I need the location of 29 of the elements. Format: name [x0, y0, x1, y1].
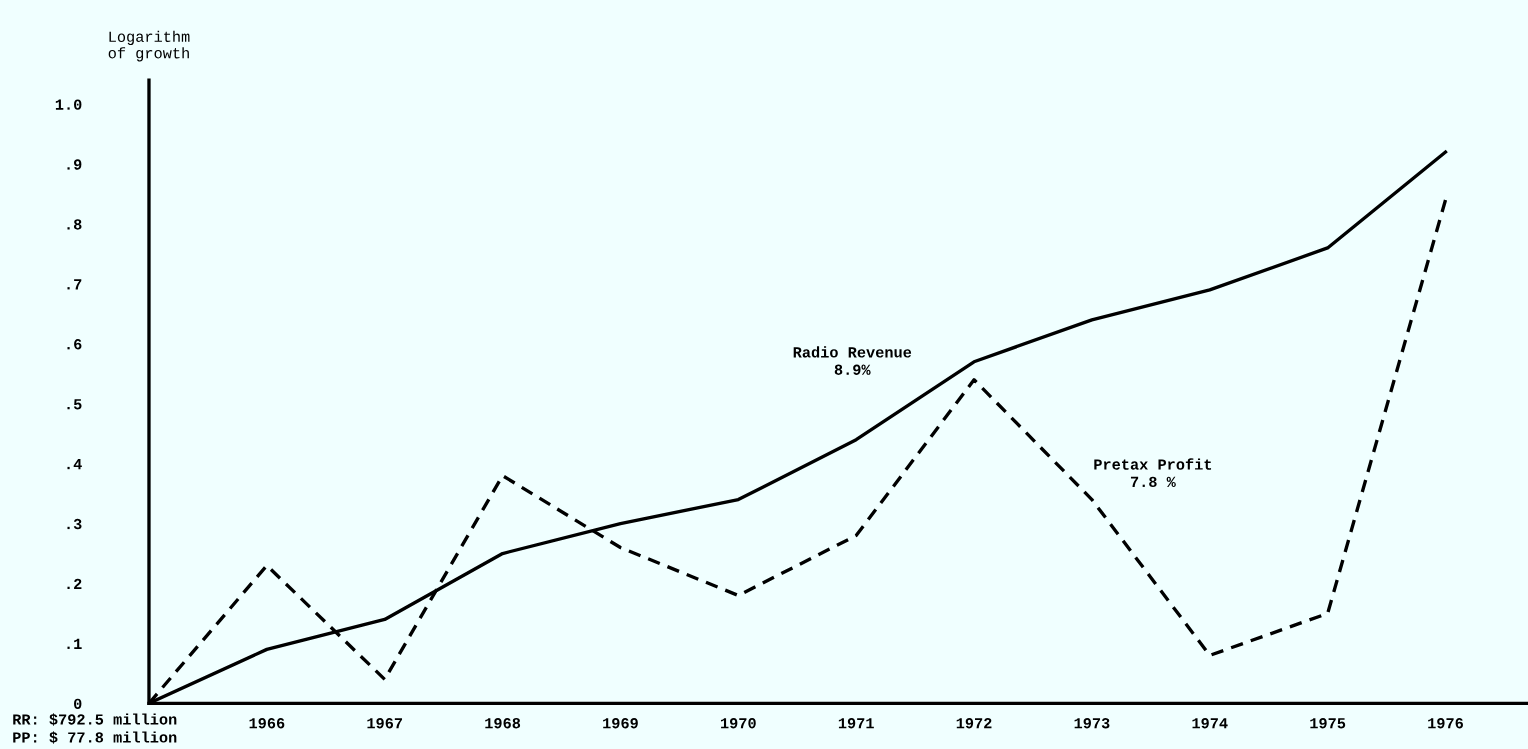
x-tick-label: 1966 [249, 718, 285, 729]
y-tick-label: .9 [67, 159, 82, 170]
x-tick-label: 1973 [1074, 718, 1110, 729]
y-tick-label: .8 [67, 219, 82, 230]
x-tick-label: 1972 [956, 718, 992, 729]
y-tick-label: .2 [67, 578, 82, 590]
y-tick-label: .5 [67, 399, 82, 410]
y-tick-label: .3 [67, 518, 82, 530]
series-label: Pretax Profit [1094, 458, 1212, 470]
x-tick-label: 1970 [721, 718, 756, 729]
x-tick-label: 1969 [603, 718, 638, 729]
x-tick-label: 1971 [838, 718, 874, 729]
x-tick-label: 1976 [1428, 718, 1463, 729]
x-tick-label: 1975 [1310, 718, 1346, 729]
text: Radio Revenue [793, 346, 912, 358]
text: RR: $792.5 million [13, 713, 177, 726]
y-tick-label: 1.0 [55, 99, 82, 110]
y-axis-title: Logarithm of growth [108, 30, 190, 62]
x-tick-label: 1974 [1192, 718, 1228, 729]
annotation: 8.9% [834, 364, 871, 375]
y-tick-label: 0 [74, 698, 82, 709]
x-tick-label: 1968 [485, 718, 521, 729]
y-tick-label: .7 [67, 279, 82, 290]
annotation: 7.8 % [1130, 476, 1176, 488]
y-tick-label: .6 [67, 339, 82, 350]
x-tick-label: 1967 [367, 718, 403, 729]
text: PP: $ 77.8 million [13, 731, 177, 744]
y-tick-label: .4 [67, 459, 82, 470]
y-tick-label: .1 [67, 638, 82, 649]
